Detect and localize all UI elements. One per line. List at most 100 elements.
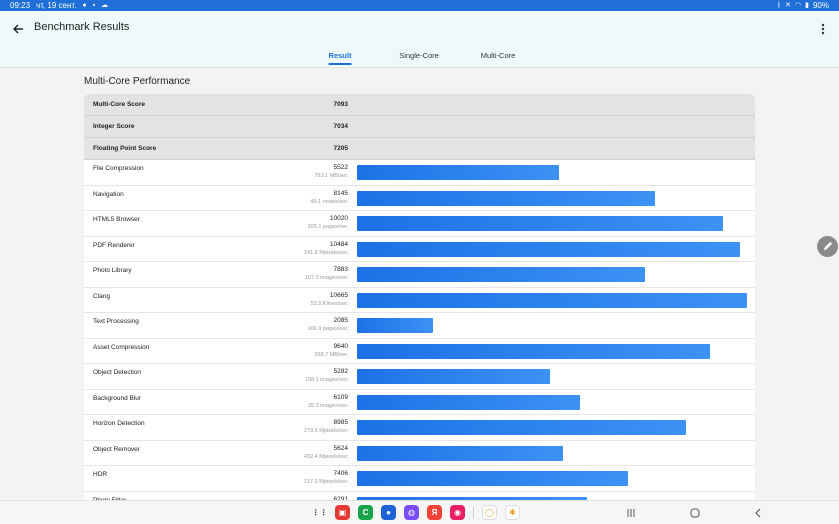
pencil-icon[interactable] xyxy=(817,236,838,257)
benchmark-row: Navigation 8145 49.1 routes/sec xyxy=(84,186,755,211)
battery-icon: ▮ xyxy=(805,2,809,9)
summary-label: Integer Score xyxy=(93,123,135,130)
summary-row-multi-core: Multi-Core Score 7093 xyxy=(84,94,755,116)
image-icon: ▪ xyxy=(92,2,96,9)
benchmark-row: File Compression 5522 793.1 MB/sec xyxy=(84,160,755,186)
camera-app-icon[interactable]: ◉ xyxy=(450,505,465,520)
benchmark-name: Background Blur xyxy=(93,394,142,402)
benchmark-bar xyxy=(357,394,580,410)
location-icon: ● xyxy=(82,2,87,9)
mute-icon: ✕ xyxy=(785,2,792,9)
summary-label: Multi-Core Score xyxy=(93,101,146,108)
summary-value: 7034 xyxy=(333,123,348,130)
benchmark-row: Object Detection 5282 158.1 images/sec xyxy=(84,364,755,390)
benchmark-name: HDR xyxy=(93,471,108,478)
benchmark-score: 6109 xyxy=(333,393,348,401)
benchmark-score: 7406 xyxy=(333,470,348,477)
more-vert-icon[interactable] xyxy=(815,20,831,38)
benchmark-name: Navigation xyxy=(93,190,124,198)
cloud-icon: ☁ xyxy=(101,2,109,9)
green-phone-app-icon[interactable]: C xyxy=(358,505,373,520)
benchmark-bar xyxy=(357,343,710,359)
benchmark-throughput: 793.1 MB/sec xyxy=(314,173,348,179)
benchmark-row: Text Processing 2085 166.9 pages/sec xyxy=(84,313,755,339)
summary-row-integer: Integer Score 7034 xyxy=(84,116,755,138)
benchmark-throughput: 158.1 images/sec xyxy=(304,377,348,383)
benchmark-score: 10484 xyxy=(329,240,348,248)
summary-value: 7205 xyxy=(333,145,348,152)
benchmark-throughput: 25.3 images/sec xyxy=(307,402,348,409)
status-bar: 09:23 чт, 19 сент. ● ▪ ☁ ᛒ ✕ ◠ ▮ 90% xyxy=(0,0,839,11)
tab-multi-core[interactable]: Multi-Core xyxy=(480,51,516,60)
home-icon[interactable] xyxy=(686,505,704,520)
wifi-icon: ◠ xyxy=(795,2,802,9)
back-nav-icon[interactable] xyxy=(749,505,767,520)
benchmark-score: 5522 xyxy=(333,164,348,171)
benchmark-bar xyxy=(357,445,563,461)
chrome-app-icon[interactable]: ◯ xyxy=(482,505,497,520)
benchmark-row: Photo Library 7883 107.0 images/sec xyxy=(84,262,755,288)
benchmark-throughput: 217.3 Mpixels/sec xyxy=(303,479,348,485)
benchmark-row: HTML5 Browser 10020 205.1 pages/sec xyxy=(84,211,755,237)
arrow-left-icon[interactable] xyxy=(8,19,28,39)
benchmark-score: 5282 xyxy=(333,368,348,375)
navigation-bar: ⋮⋮ ▣ C ● ◍ Я ◉ ◯ ✱ xyxy=(0,500,839,524)
benchmark-row: Horizon Detection 8985 279.6 Mpixels/sec xyxy=(84,415,755,441)
benchmark-row: PDF Renderer 10484 241.8 Mpixels/sec xyxy=(84,237,755,262)
recents-icon[interactable] xyxy=(622,505,640,520)
benchmark-name: Asset Compression xyxy=(93,343,150,351)
benchmark-bar xyxy=(357,267,645,282)
section-title: Multi-Core Performance xyxy=(84,76,191,87)
red-app-icon[interactable]: ▣ xyxy=(335,505,350,520)
benchmark-throughput: 49.1 routes/sec xyxy=(310,198,348,205)
status-time: 09:23 xyxy=(10,1,31,10)
purple-app-icon[interactable]: ◍ xyxy=(404,505,419,520)
benchmark-list: File Compression 5522 793.1 MB/sec Navigati… xyxy=(84,160,755,504)
apps-grid-icon[interactable]: ⋮⋮ xyxy=(311,508,328,517)
benchmark-score: 10020 xyxy=(329,215,348,222)
benchmark-score: 5624 xyxy=(333,444,348,452)
messages-app-icon[interactable]: ● xyxy=(381,505,396,520)
benchmark-score: 7883 xyxy=(333,266,348,273)
benchmark-throughput: 241.8 Mpixels/sec xyxy=(303,249,348,256)
benchmark-throughput: 52.5 Klines/sec xyxy=(310,300,348,307)
tab-bar: Result Single-Core Multi-Core xyxy=(0,51,839,68)
benchmark-score: 2085 xyxy=(333,317,348,324)
benchmark-row: Clang 10665 52.5 Klines/sec xyxy=(84,288,755,313)
benchmark-score: 10665 xyxy=(329,291,348,299)
page-title: Benchmark Results xyxy=(34,21,130,33)
yandex-app-icon[interactable]: Я xyxy=(427,505,442,520)
benchmark-bar xyxy=(357,216,723,231)
benchmark-bar xyxy=(357,190,655,206)
benchmark-name: Photo Library xyxy=(93,267,132,274)
benchmark-throughput: 279.6 Mpixels/sec xyxy=(303,428,348,434)
photos-app-icon[interactable]: ✱ xyxy=(505,505,520,520)
battery-level: 90% xyxy=(812,1,829,10)
benchmark-name: Object Remover xyxy=(93,445,140,453)
benchmark-bar xyxy=(357,369,550,384)
benchmark-name: PDF Renderer xyxy=(93,241,135,249)
app-dock: ⋮⋮ ▣ C ● ◍ Я ◉ ◯ ✱ xyxy=(312,505,520,520)
benchmark-throughput: 166.9 pages/sec xyxy=(307,326,348,332)
dock-divider xyxy=(473,506,474,519)
summary-row-floating-point: Floating Point Score 7205 xyxy=(84,138,755,160)
benchmark-name: HTML5 Browser xyxy=(93,216,140,223)
benchmark-throughput: 298.7 MB/sec xyxy=(314,351,348,358)
benchmark-bar xyxy=(357,292,747,308)
benchmark-name: File Compression xyxy=(93,165,144,172)
benchmark-name: Clang xyxy=(93,292,110,300)
tab-result[interactable]: Result xyxy=(328,51,351,65)
benchmark-name: Text Processing xyxy=(93,318,139,325)
benchmark-row: Background Blur 6109 25.3 images/sec xyxy=(84,390,755,415)
benchmark-row: Object Remover 5624 432.4 Mpixels/sec xyxy=(84,441,755,466)
benchmark-throughput: 432.4 Mpixels/sec xyxy=(303,453,348,460)
summary-label: Floating Point Score xyxy=(93,145,157,152)
tab-single-core[interactable]: Single-Core xyxy=(399,51,439,60)
benchmark-row: HDR 7406 217.3 Mpixels/sec xyxy=(84,466,755,492)
results-card: Multi-Core Score 7093 Integer Score 7034… xyxy=(84,94,755,504)
app-bar: Benchmark Results Result Single-Core Mul… xyxy=(0,11,839,68)
status-date: чт, 19 сент. xyxy=(36,1,77,10)
benchmark-bar xyxy=(357,471,628,486)
benchmark-bar xyxy=(357,318,433,333)
benchmark-name: Horizon Detection xyxy=(93,420,145,427)
